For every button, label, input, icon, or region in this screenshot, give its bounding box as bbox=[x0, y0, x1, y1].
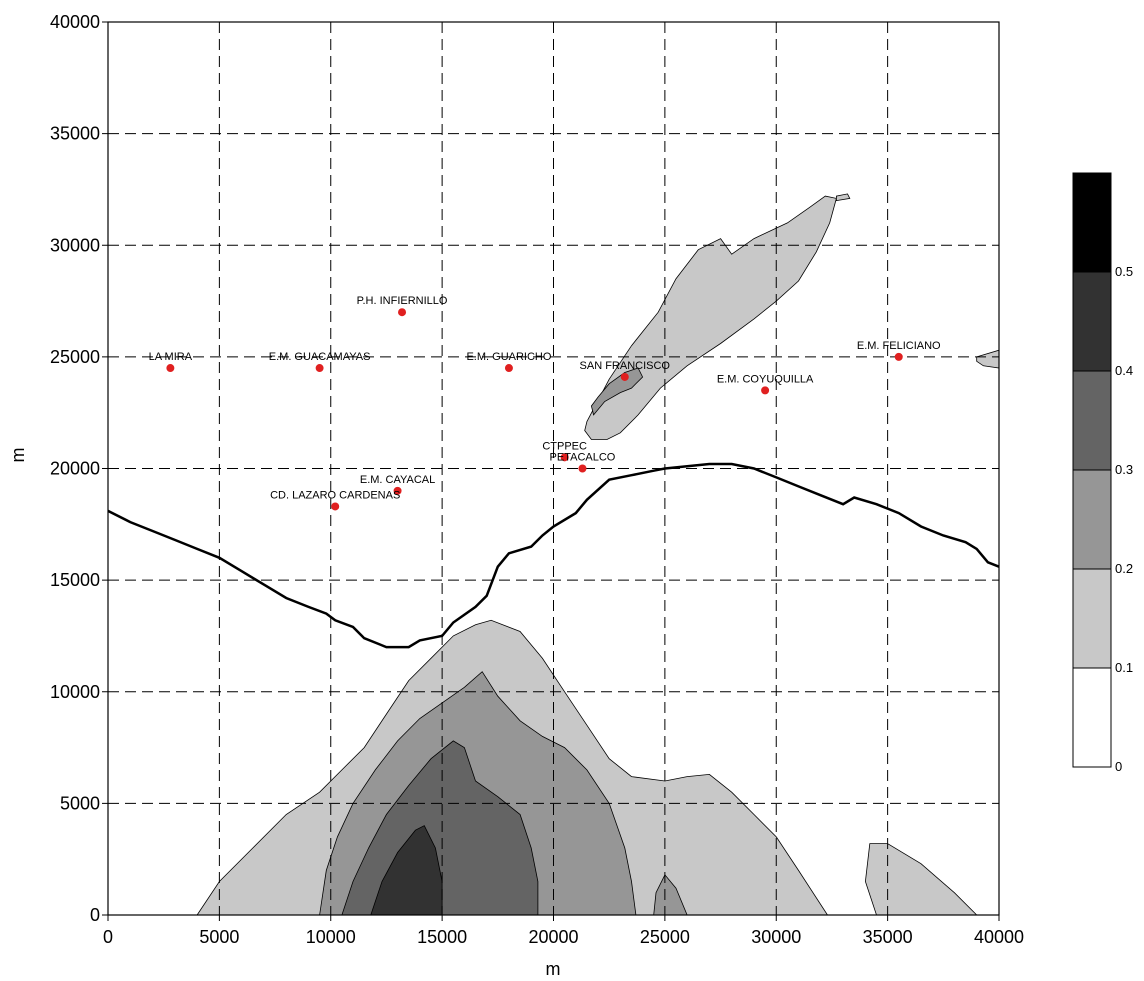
y-tick-label-7: 35000 bbox=[50, 124, 100, 144]
colorbar: 0 0.1 0.2 0.3 0.4 0.5 bbox=[1072, 172, 1133, 774]
contour-layer bbox=[196, 193, 1000, 916]
colorbar-label-1: 0.1 bbox=[1115, 660, 1133, 675]
colorbar-label-2: 0.2 bbox=[1115, 561, 1133, 576]
x-tick-label-4: 20000 bbox=[528, 927, 578, 947]
x-tick-label-1: 5000 bbox=[199, 927, 239, 947]
station-marker-2 bbox=[398, 308, 407, 317]
y-axis-label: m bbox=[8, 448, 28, 463]
station-layer: LA MIRA E.M. GUACAMAYAS P.H. INFIERNILLO E.… bbox=[149, 295, 941, 511]
colorbar-segment-0 bbox=[1072, 667, 1112, 768]
x-axis-label: m bbox=[546, 959, 561, 979]
x-tick-label-2: 10000 bbox=[306, 927, 356, 947]
station-marker-6 bbox=[894, 352, 903, 361]
colorbar-label-5: 0.5 bbox=[1115, 264, 1133, 279]
station-marker-10 bbox=[331, 502, 340, 511]
y-tick-label-5: 25000 bbox=[50, 347, 100, 367]
colorbar-segment-3 bbox=[1072, 370, 1112, 471]
x-tick-label-3: 15000 bbox=[417, 927, 467, 947]
y-tick-label-8: 40000 bbox=[50, 12, 100, 32]
coastline-layer bbox=[107, 462, 1000, 649]
colorbar-segment-1 bbox=[1072, 568, 1112, 669]
contour-region-4 bbox=[864, 843, 978, 916]
station-marker-7 bbox=[560, 453, 569, 462]
station-marker-0 bbox=[166, 364, 175, 373]
station-marker-1 bbox=[315, 364, 324, 373]
x-tick-label-0: 0 bbox=[103, 927, 113, 947]
station-label-1: E.M. GUACAMAYAS bbox=[269, 351, 371, 363]
contour-region-9 bbox=[370, 825, 443, 916]
y-tick-label-0: 0 bbox=[90, 905, 100, 925]
y-tick-label-6: 30000 bbox=[50, 235, 100, 255]
station-label-7: CTPPEC bbox=[542, 440, 587, 452]
station-label-9: E.M. CAYACAL bbox=[360, 474, 435, 486]
station-marker-3 bbox=[504, 364, 513, 373]
contour-region-1 bbox=[584, 195, 837, 440]
coastline bbox=[107, 462, 1000, 649]
tick-layer: 0 5000 10000 15000 20000 25000 30000 35000 40000… bbox=[50, 12, 1024, 947]
x-tick-label-6: 30000 bbox=[751, 927, 801, 947]
y-tick-label-1: 5000 bbox=[60, 793, 100, 813]
station-label-8: PETACALCO bbox=[550, 452, 616, 464]
station-marker-9 bbox=[393, 486, 402, 495]
colorbar-segment-4 bbox=[1072, 271, 1112, 372]
station-label-3: E.M. GUARICHO bbox=[466, 351, 551, 363]
station-label-6: E.M. FELICIANO bbox=[857, 340, 941, 352]
y-tick-label-4: 20000 bbox=[50, 459, 100, 479]
x-tick-label-5: 25000 bbox=[640, 927, 690, 947]
station-label-10: CD. LAZARO CARDENAS bbox=[270, 489, 400, 501]
y-tick-label-3: 15000 bbox=[50, 570, 100, 590]
colorbar-segment-5 bbox=[1072, 172, 1112, 273]
station-marker-4 bbox=[620, 372, 629, 381]
contour-region-3 bbox=[976, 349, 1000, 369]
x-tick-label-7: 35000 bbox=[863, 927, 913, 947]
colorbar-label-4: 0.4 bbox=[1115, 363, 1133, 378]
y-tick-label-2: 10000 bbox=[50, 682, 100, 702]
station-label-4: SAN FRANCISCO bbox=[580, 360, 671, 372]
station-label-2: P.H. INFIERNILLO bbox=[357, 295, 448, 307]
colorbar-segment-2 bbox=[1072, 469, 1112, 570]
colorbar-label-3: 0.3 bbox=[1115, 462, 1133, 477]
colorbar-label-0: 0 bbox=[1115, 759, 1122, 774]
contour-region-7 bbox=[590, 367, 644, 416]
contour-region-2 bbox=[836, 193, 851, 202]
station-marker-8 bbox=[578, 464, 587, 473]
station-label-0: LA MIRA bbox=[149, 351, 193, 363]
station-marker-5 bbox=[761, 386, 770, 395]
x-tick-label-8: 40000 bbox=[974, 927, 1024, 947]
station-label-5: E.M. COYUQUILLA bbox=[717, 373, 814, 385]
